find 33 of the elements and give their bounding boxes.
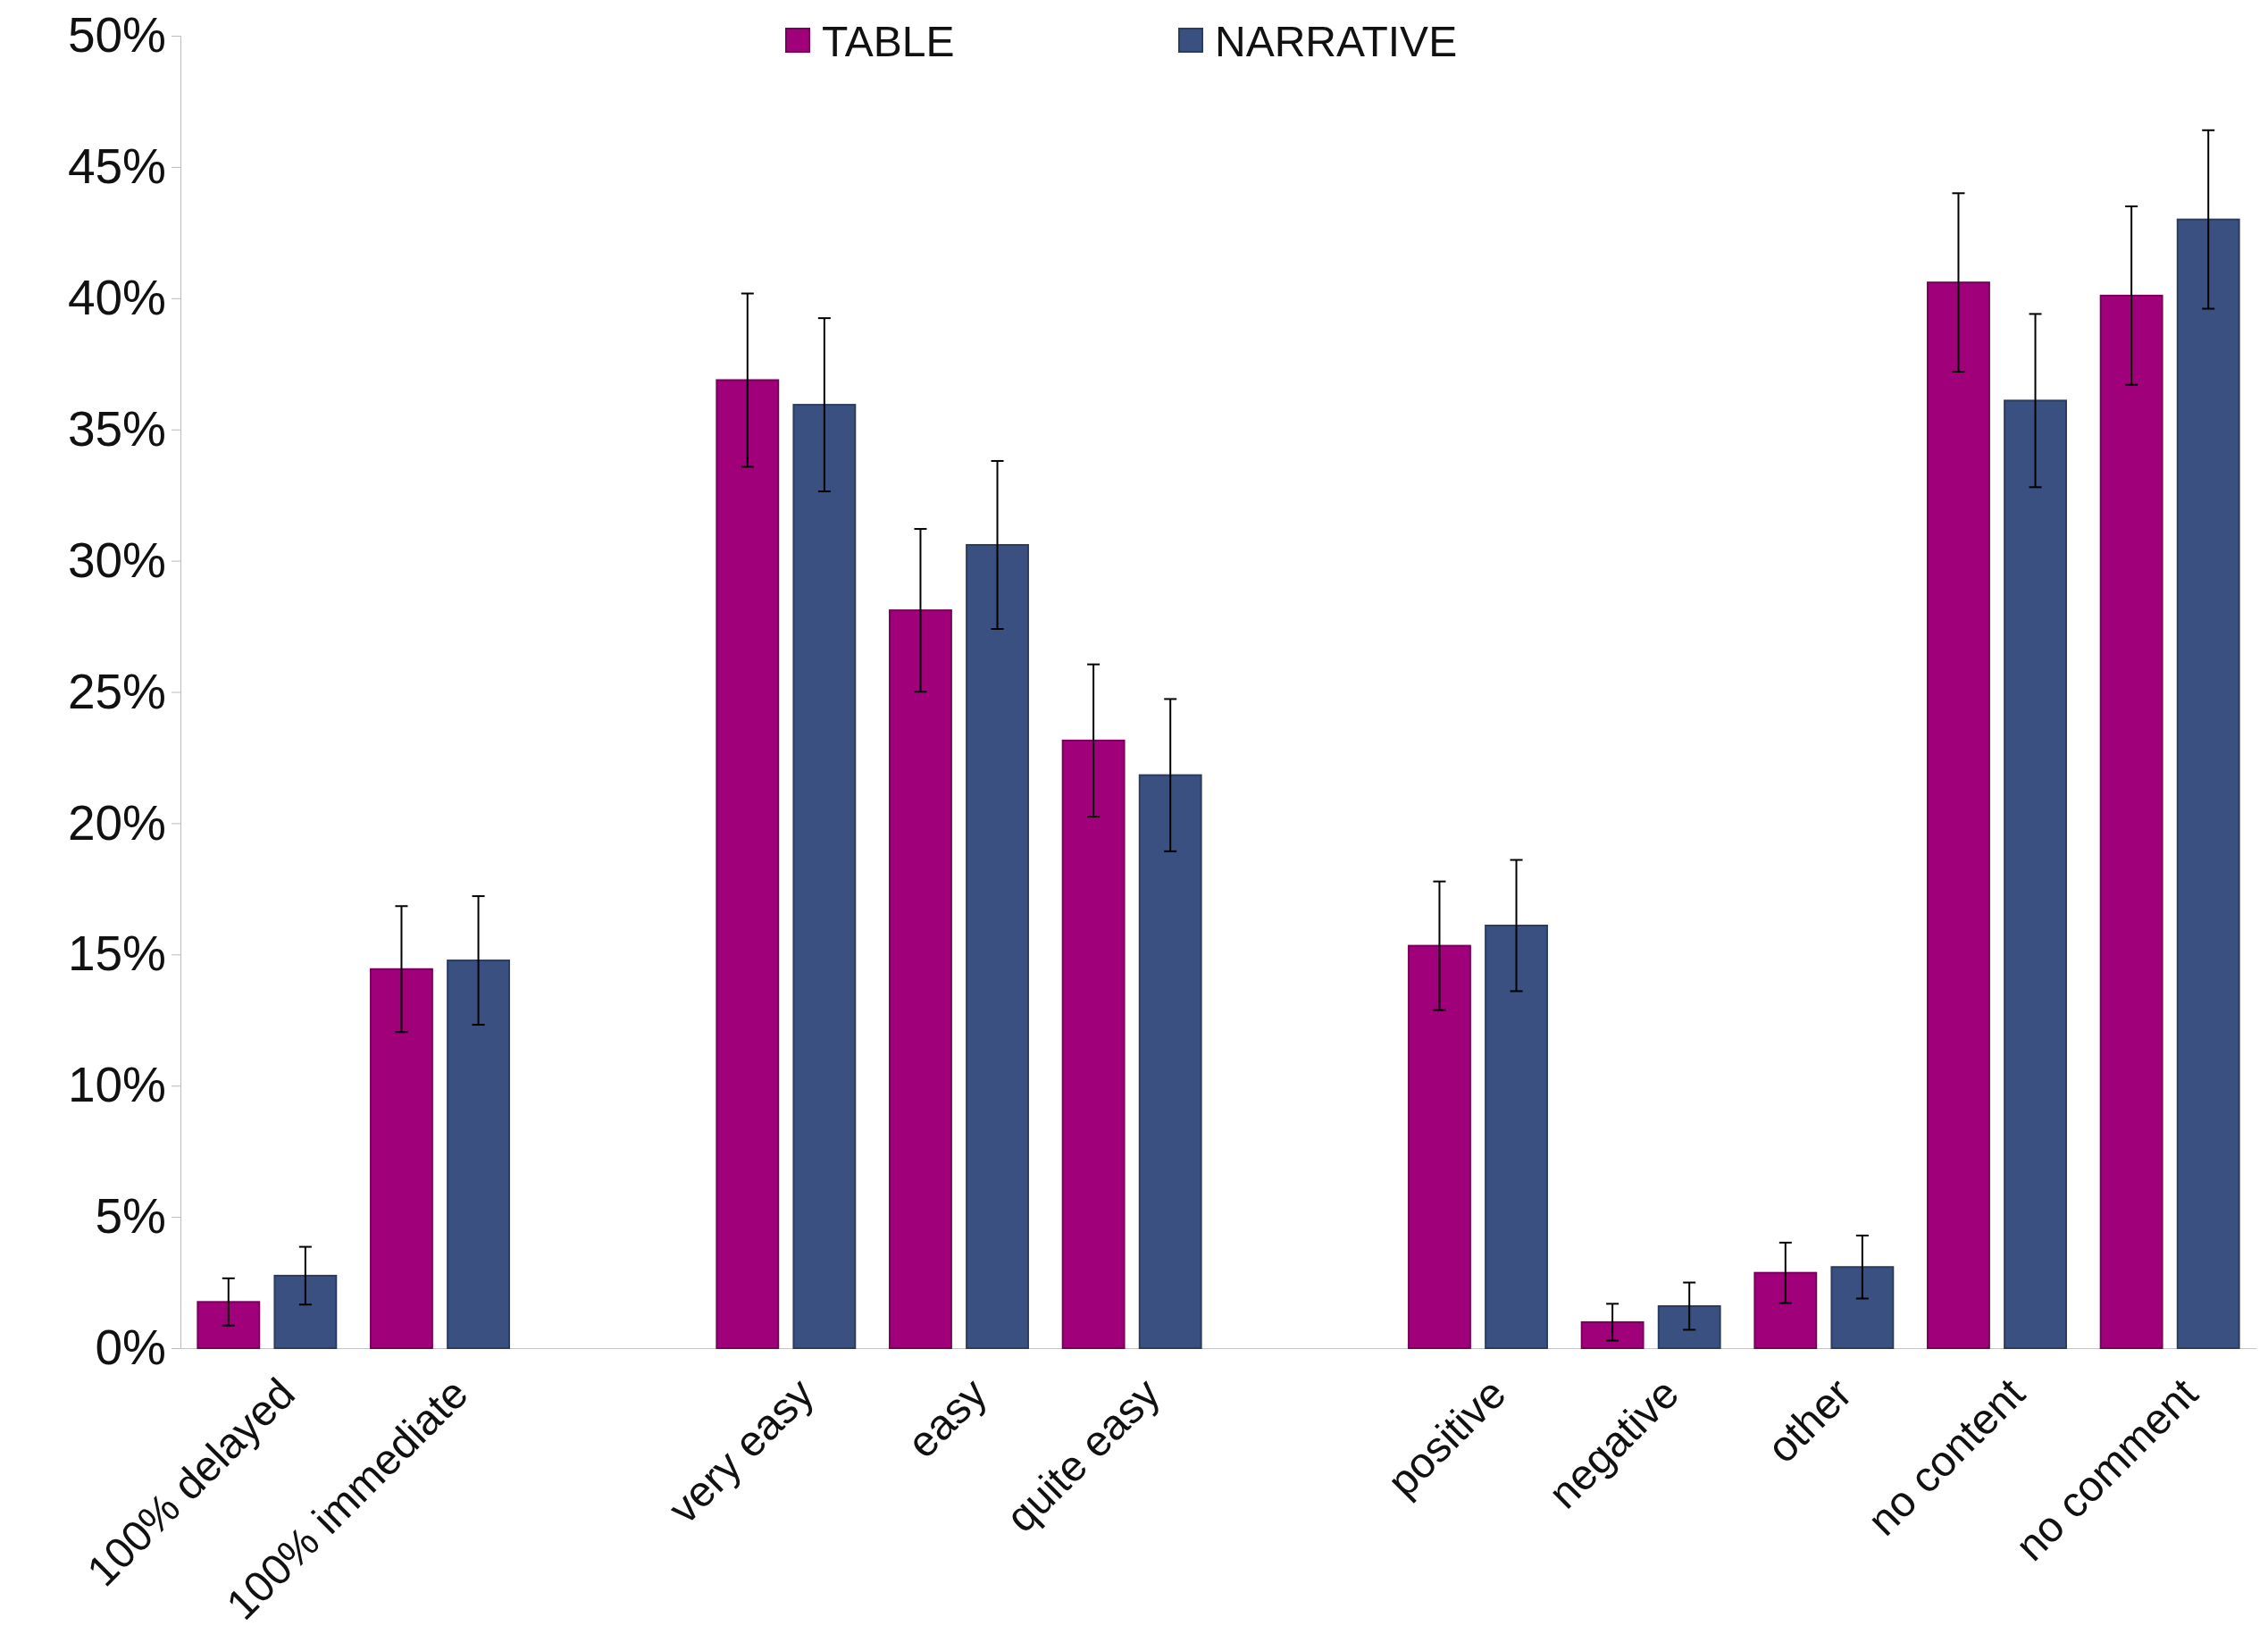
bar xyxy=(447,960,510,1349)
y-tick-label: 20% xyxy=(67,794,166,851)
bar xyxy=(1408,944,1471,1349)
bar xyxy=(716,379,780,1349)
legend-label: NARRATIVE xyxy=(1215,18,1458,65)
bar xyxy=(2004,399,2067,1349)
bar xyxy=(370,968,433,1349)
bar xyxy=(889,609,952,1349)
bar xyxy=(1830,1266,1895,1349)
bar xyxy=(273,1274,338,1349)
bar xyxy=(1485,924,1548,1349)
y-tick-label: 50% xyxy=(67,7,166,63)
bar xyxy=(1753,1271,1818,1349)
bar xyxy=(1138,774,1202,1349)
y-tick-label: 0% xyxy=(95,1320,166,1376)
y-tick-label: 35% xyxy=(67,400,166,457)
bar xyxy=(1580,1320,1645,1349)
y-tick-label: 45% xyxy=(67,138,166,194)
bar xyxy=(2099,294,2163,1349)
y-tick-label: 40% xyxy=(67,269,166,325)
legend-label: TABLE xyxy=(822,18,955,65)
y-tick-label: 25% xyxy=(67,663,166,719)
bar xyxy=(1657,1304,1721,1349)
y-tick-label: 30% xyxy=(67,532,166,588)
bar xyxy=(1061,739,1126,1349)
bar xyxy=(966,543,1029,1349)
y-tick-label: 5% xyxy=(95,1188,166,1245)
y-tick-label: 10% xyxy=(67,1057,166,1113)
bar xyxy=(2176,218,2240,1349)
bar xyxy=(792,404,857,1349)
bar xyxy=(197,1301,261,1349)
bar xyxy=(1927,281,1990,1349)
y-tick-label: 15% xyxy=(67,926,166,982)
